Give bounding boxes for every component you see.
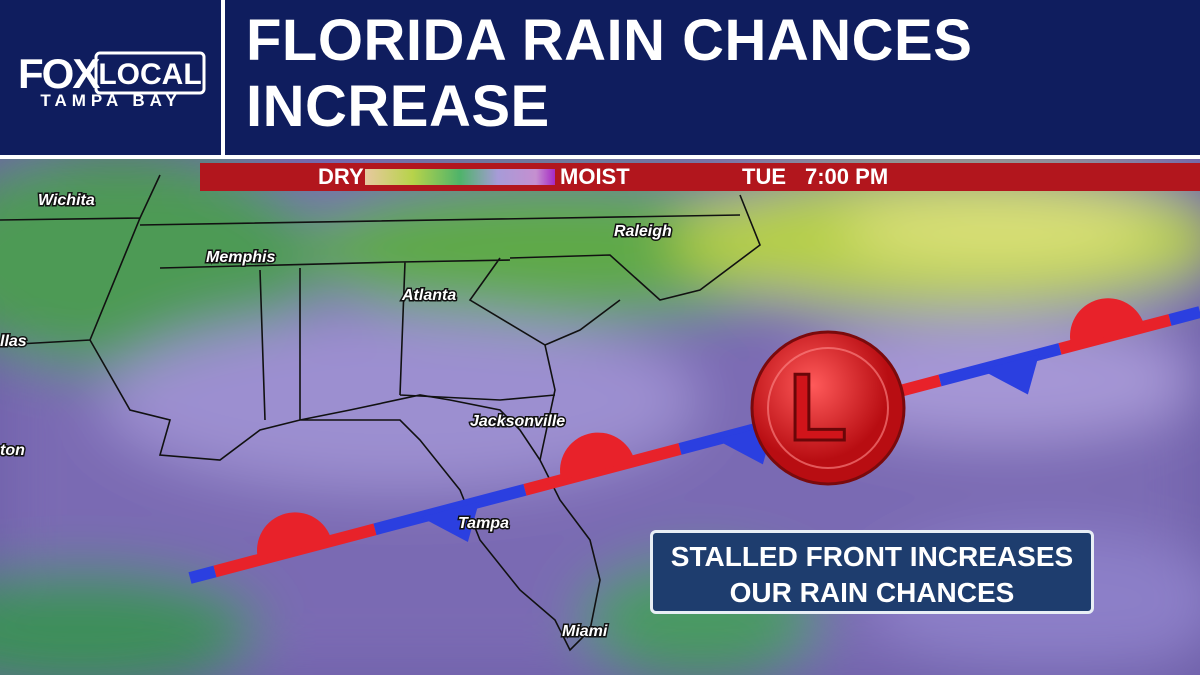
city-label: ton [0,442,25,459]
headline: FLORIDA RAIN CHANCES INCREASE [246,8,973,139]
warm-front-bump [560,432,635,481]
header-band [0,0,1200,157]
city-label: Memphis [206,249,275,266]
lower-third: STALLED FRONT INCREASES OUR RAIN CHANCES [650,530,1094,614]
front-segment [213,523,377,578]
city-label: Jacksonville [470,413,565,430]
front-segment [898,374,942,397]
city-label: llas [0,333,27,350]
low-pressure: L [750,330,906,486]
warm-front-bump [257,512,332,561]
state-line [139,194,761,461]
city-label: Raleigh [614,223,672,240]
front-segment [373,483,527,536]
logo-brand: FOX [18,50,100,97]
front-segment [188,565,217,584]
legend-moist: MOIST [560,164,630,189]
cold-front-triangle [420,501,480,543]
city-label: Tampa [458,515,509,532]
city-label: Wichita [38,192,95,209]
city-label: Miami [562,623,608,640]
low-circle [750,330,906,486]
valid-time: 7:00 PM [805,164,888,189]
logo-market: TAMPA BAY [40,91,181,110]
city-label: Atlanta [401,287,456,304]
header-divider [221,0,225,157]
front-segment [1168,306,1200,326]
logo-box [94,51,206,95]
warm-front-bump [1070,298,1145,346]
moisture-scale [365,169,555,185]
legend-dry: DRY [318,164,364,189]
cold-front-triangle [980,354,1040,395]
logo-product: LOCAL [98,58,201,91]
state-borders [0,174,761,652]
low-letter: L [789,354,848,461]
valid-day: TUE [742,164,786,189]
low-ring [767,347,889,469]
header-rule [0,155,1200,159]
city-labels: Wichita Memphis Raleigh Atlanta llas Jac… [0,191,674,642]
